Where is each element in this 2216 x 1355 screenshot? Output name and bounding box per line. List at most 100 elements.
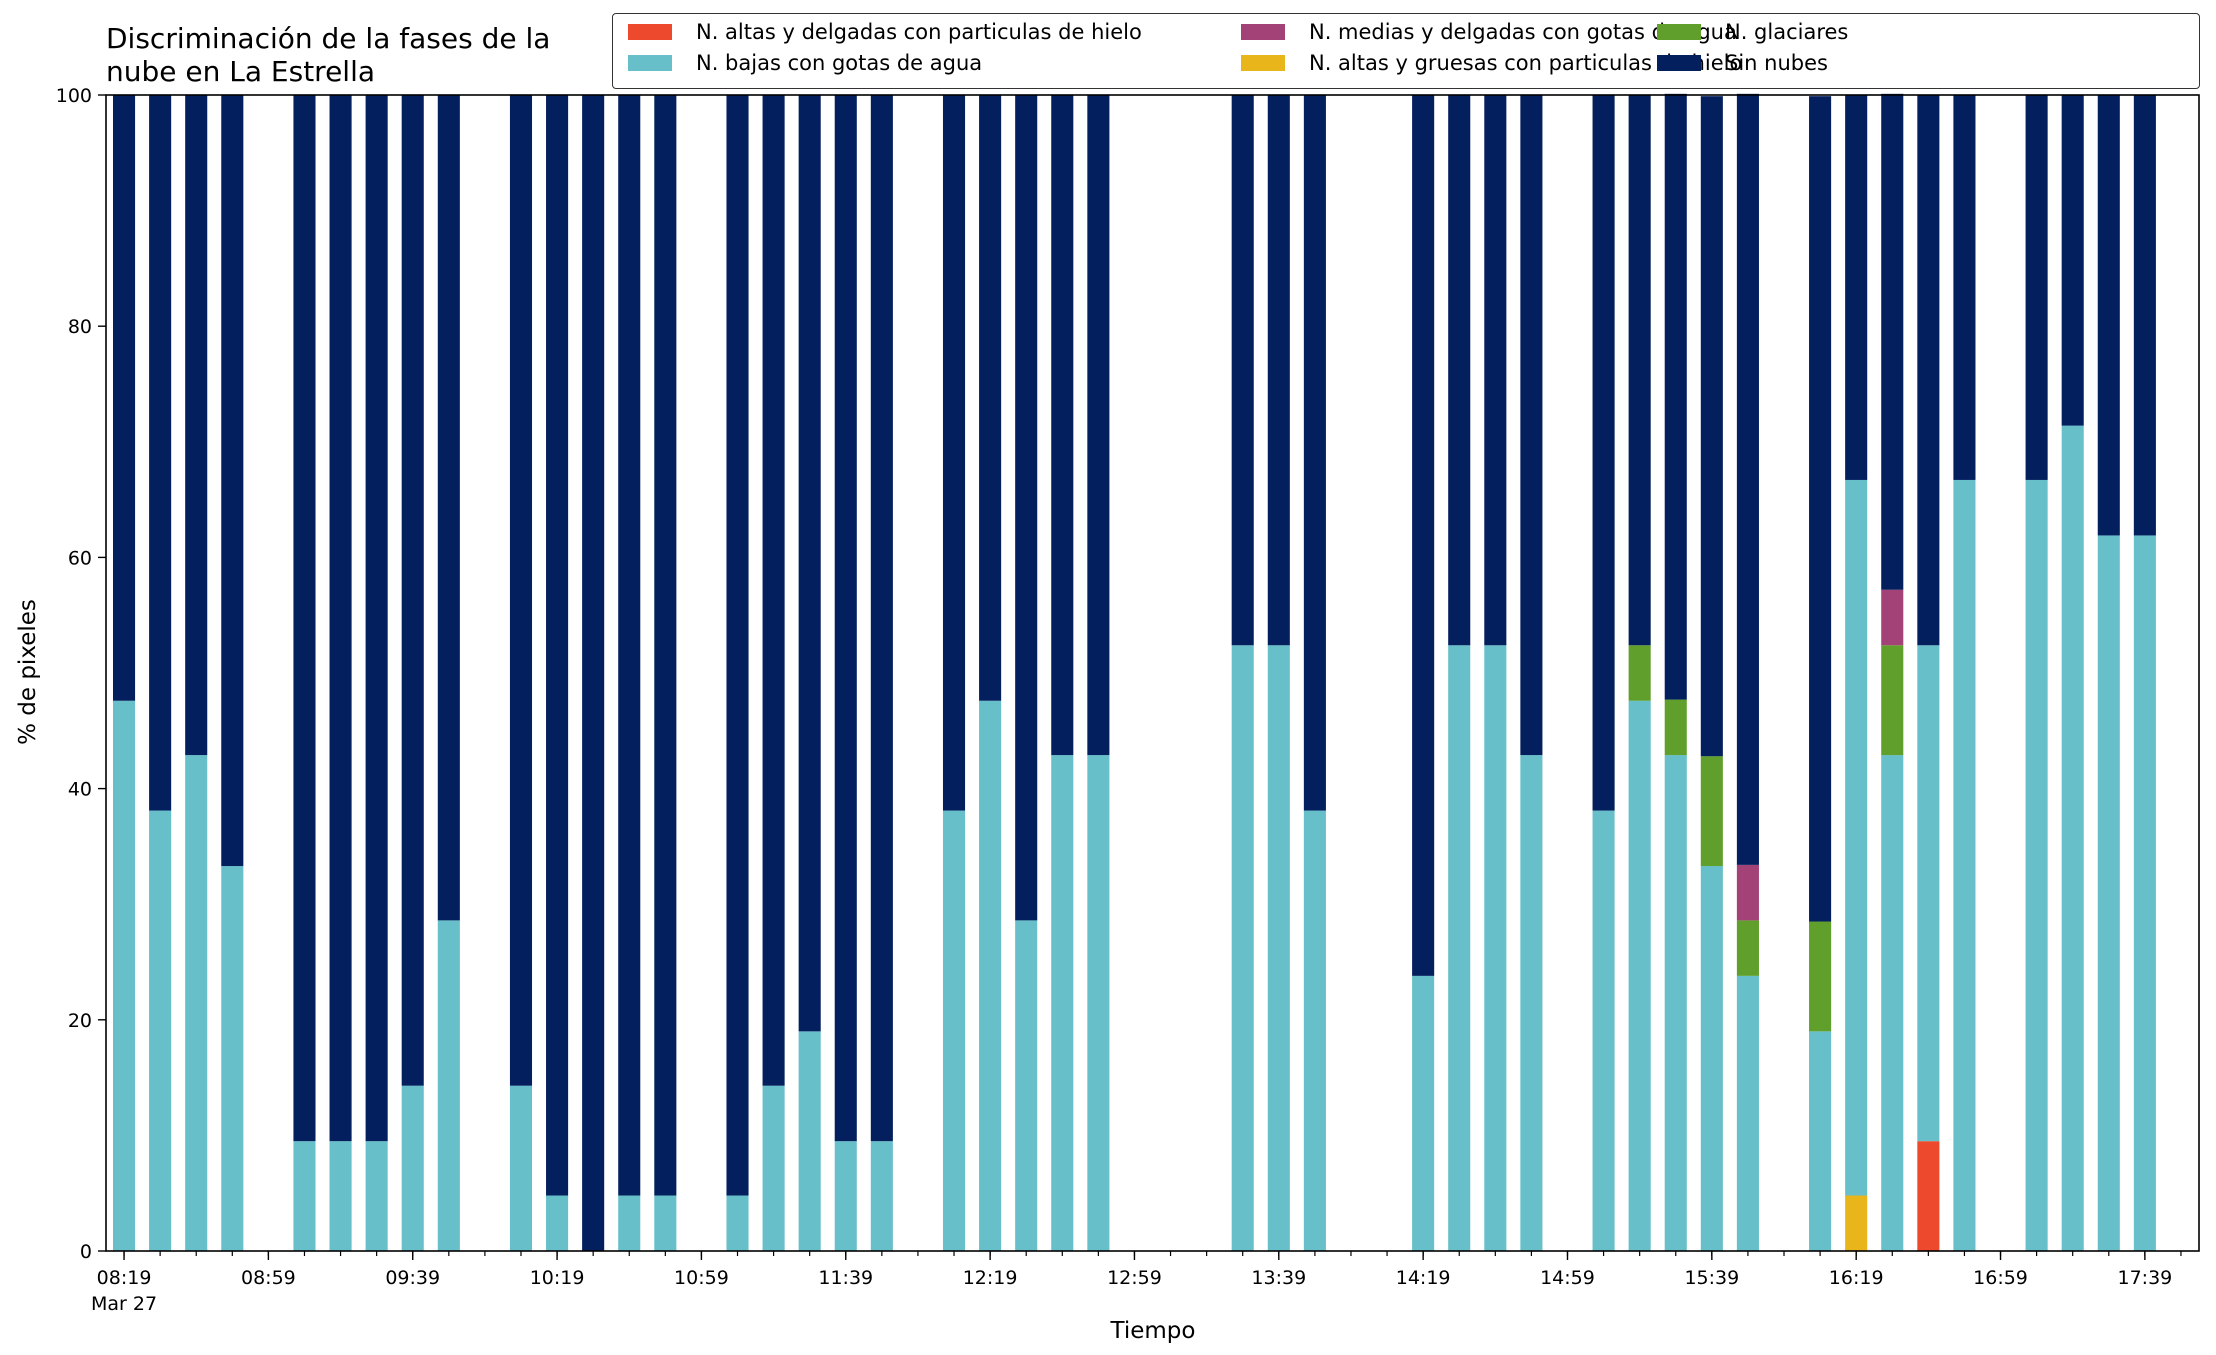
bar-segment — [1520, 755, 1543, 1251]
bar-stack — [1051, 95, 1074, 1251]
bar-segment — [509, 1085, 533, 1251]
bar-stack — [509, 95, 533, 1251]
bar-segment — [1664, 699, 1687, 756]
x-axis-label: Tiempo — [1110, 1318, 1196, 1344]
bar-segment — [2097, 95, 2120, 536]
bar-stack — [1412, 95, 1435, 1251]
legend-swatch — [1657, 24, 1701, 40]
bar-segment — [113, 95, 136, 701]
bar-stack — [1087, 95, 1110, 1251]
bar-stack — [1303, 95, 1326, 1251]
bar-segment — [1628, 700, 1651, 1251]
bar-stack — [582, 95, 605, 1251]
bar-stack — [293, 95, 316, 1251]
bar-stack — [798, 95, 821, 1251]
bar-stack — [1231, 95, 1254, 1251]
bar-segment — [870, 95, 893, 1142]
bar-stack — [726, 95, 749, 1251]
bar-segment — [1917, 95, 1940, 646]
x-tick-label: 14:19 — [1396, 1267, 1451, 1289]
x-tick-label: 16:59 — [1973, 1267, 2028, 1289]
bar-segment — [329, 1141, 352, 1251]
bar-segment — [221, 95, 244, 867]
legend-item: N. glaciares — [1657, 20, 1848, 44]
bar-segment — [1303, 810, 1326, 1251]
x-tick-label: 08:19 — [97, 1267, 152, 1289]
bar-segment — [2133, 95, 2156, 536]
bar-segment — [293, 1141, 316, 1251]
bar-segment — [1484, 645, 1507, 1251]
bar-segment — [1953, 479, 1976, 1251]
legend-label: N. bajas con gotas de agua — [696, 51, 983, 75]
bar-segment — [546, 95, 569, 1196]
bar-segment — [1809, 1031, 1832, 1251]
bar-segment — [1051, 95, 1074, 756]
bar-segment — [1700, 756, 1723, 867]
legend-swatch — [1657, 55, 1701, 71]
bar-segment — [1592, 95, 1615, 811]
bar-segment — [149, 810, 172, 1251]
bar-segment — [1736, 920, 1759, 976]
bar-segment — [726, 95, 749, 1196]
bar-segment — [2097, 535, 2120, 1251]
bar-segment — [2133, 535, 2156, 1251]
bar-stack — [979, 95, 1002, 1251]
bar-segment — [1051, 755, 1074, 1251]
bar-stack — [1015, 95, 1038, 1251]
x-tick-label: 12:59 — [1107, 1267, 1162, 1289]
bar-segment — [798, 95, 821, 1032]
bar-segment — [870, 1141, 893, 1251]
x-tick-label: 16:19 — [1829, 1267, 1884, 1289]
legend-label: N. glaciares — [1725, 20, 1849, 44]
bar-stack — [185, 95, 208, 1251]
x-date-label: Mar 27 — [91, 1293, 157, 1315]
bar-segment — [113, 700, 136, 1251]
bar-segment — [1917, 1141, 1940, 1251]
bar-segment — [1736, 975, 1759, 1251]
bar-segment — [834, 1141, 857, 1251]
bar-segment — [2025, 479, 2048, 1251]
bar-segment — [1664, 755, 1687, 1251]
bar-stack — [834, 95, 857, 1251]
bar-segment — [185, 755, 208, 1251]
bar-stack — [1700, 96, 1723, 1251]
bar-stack — [1628, 95, 1651, 1251]
x-tick-label: 13:39 — [1251, 1267, 1306, 1289]
bar-stack — [437, 95, 460, 1251]
bar-segment — [1087, 755, 1110, 1251]
bar-stack — [546, 95, 569, 1251]
bar-segment — [1520, 95, 1543, 756]
bar-segment — [1881, 589, 1904, 646]
bar-stack — [1736, 93, 1759, 1251]
bar-segment — [1700, 866, 1723, 1251]
bar-segment — [1664, 93, 1687, 700]
y-axis-label: % de pixeles — [15, 599, 41, 745]
bar-segment — [2061, 425, 2084, 1251]
bar-segment — [979, 700, 1002, 1251]
x-tick-label: 10:19 — [530, 1267, 585, 1289]
bar-segment — [1267, 645, 1290, 1251]
bar-segment — [1917, 645, 1940, 1142]
legend-item: N. bajas con gotas de agua — [628, 51, 982, 75]
bar-segment — [2061, 95, 2084, 426]
bar-segment — [618, 1195, 641, 1251]
bar-segment — [1448, 645, 1471, 1251]
bar-segment — [1628, 95, 1651, 646]
bar-segment — [762, 95, 785, 1086]
bar-segment — [1087, 95, 1110, 756]
bar-segment — [437, 920, 460, 1251]
bar-segment — [1412, 975, 1435, 1251]
y-tick-label: 20 — [68, 1010, 92, 1032]
bar-segment — [1845, 1195, 1868, 1251]
bar-segment — [1628, 645, 1651, 701]
axes-layer: 0 20 40 60 80 100 08:19 Mar 27 08:59 09:39 10:19 10… — [56, 85, 2200, 1315]
bar-segment — [942, 810, 966, 1251]
bar-segment — [798, 1031, 821, 1251]
bar-segment — [1700, 96, 1723, 757]
bar-segment — [654, 95, 677, 1196]
bar-stack — [2025, 95, 2048, 1251]
bar-stack — [1484, 95, 1507, 1251]
bar-stack — [149, 95, 172, 1251]
bar-stack — [942, 95, 966, 1251]
